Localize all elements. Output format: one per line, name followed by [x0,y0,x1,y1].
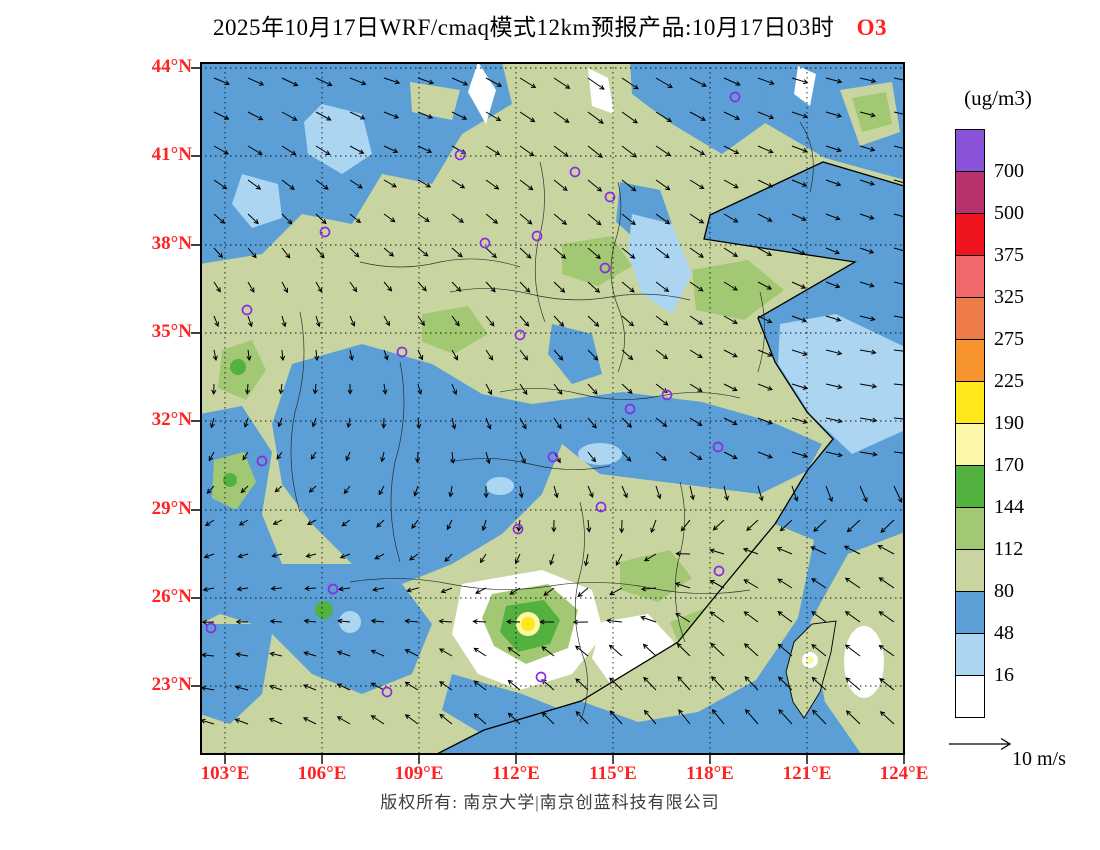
wind-vectors-layer [200,77,905,725]
city-marker [661,389,673,401]
legend-value-label: 48 [994,622,1014,644]
city-marker [712,441,724,453]
city-marker [624,403,636,415]
city-marker [454,149,466,161]
page-title: 2025年10月17日WRF/cmaq模式12km预报产品:10月17日03时 … [0,8,1100,42]
city-marker [595,501,607,513]
lon-label: 106°E [297,763,347,784]
lon-label: 118°E [686,763,734,784]
legend-color-box: 275 [955,297,1024,350]
city-markers-layer [205,91,741,698]
lat-label: 32°N [151,409,192,430]
legend-value-label: 112 [994,538,1024,560]
lat-label: 26°N [151,586,192,607]
wind-reference-label: 10 m/s [1012,748,1066,770]
city-marker [205,622,217,634]
legend-value-label: 500 [994,202,1024,224]
lat-label: 29°N [151,498,192,519]
ozone-hotspot-core [521,617,535,631]
legend-unit-label: (ug/m3) [964,86,1032,110]
legend-color-box: 112 [955,507,1023,560]
title-text: 2025年10月17日WRF/cmaq模式12km预报产品:10月17日03时 [213,15,835,40]
city-marker [514,329,526,341]
legend-value-label: 16 [994,664,1014,686]
forecast-map-canvas [191,62,905,764]
city-marker [604,191,616,203]
city-marker [729,91,741,103]
city-marker [599,262,611,274]
city-marker [479,237,491,249]
title-species: O3 [856,15,887,40]
legend-value-label: 375 [994,244,1024,266]
lat-label: 23°N [151,674,192,695]
city-marker [256,455,268,467]
legend-color-box: 375 [955,213,1024,266]
lat-label: 38°N [151,233,192,254]
taiwan-island [785,620,837,719]
legend-color-box: 16 [955,633,1014,686]
legend-color-box: 325 [955,255,1024,308]
legend-value-label: 80 [994,580,1014,602]
concentration-fill-layer [200,62,905,755]
legend-color-box: 144 [955,465,1024,518]
legend-color-box [955,675,985,718]
lon-label: 115°E [589,763,637,784]
legend-value-label: 190 [994,412,1024,434]
province-boundaries [290,121,814,723]
lon-label: 109°E [394,763,444,784]
map-border [200,62,905,755]
lon-label: 121°E [782,763,832,784]
city-marker [531,230,543,242]
map-area [191,62,905,764]
legend-value-label: 225 [994,370,1024,392]
city-marker [512,523,524,535]
lon-label: 103°E [200,763,250,784]
city-marker [319,226,331,238]
legend-color-box: 225 [955,339,1024,392]
legend-value-label: 325 [994,286,1024,308]
lon-label: 124°E [879,763,929,784]
city-marker [569,166,581,178]
legend-color-box: 500 [955,171,1024,224]
city-marker [713,565,725,577]
legend-value-label: 170 [994,454,1024,476]
color-legend: 700 500 375 325 275 225 190 170 144 112 80 48 16 [955,129,1024,718]
lon-label: 112°E [492,763,540,784]
legend-color-box: 170 [955,423,1024,476]
lat-label: 44°N [151,56,192,77]
city-marker [396,346,408,358]
legend-value-label: 144 [994,496,1024,518]
footer-copyright: 版权所有: 南京大学|南京创蓝科技有限公司 [380,793,720,812]
city-marker [327,583,339,595]
legend-value-label: 700 [994,160,1024,182]
city-marker [547,451,559,463]
lat-label: 35°N [151,321,192,342]
city-marker [535,671,547,683]
legend-color-box: 48 [955,591,1014,644]
lat-label: 41°N [151,144,192,165]
city-marker [241,304,253,316]
legend-color-box: 80 [955,549,1014,602]
wind-arrow-field [200,77,905,725]
city-marker [381,686,393,698]
wind-reference-arrow-icon [948,736,1020,757]
legend-value-label: 275 [994,328,1024,350]
legend-color-box: 700 [955,129,1024,182]
legend-color-box: 190 [955,381,1024,434]
